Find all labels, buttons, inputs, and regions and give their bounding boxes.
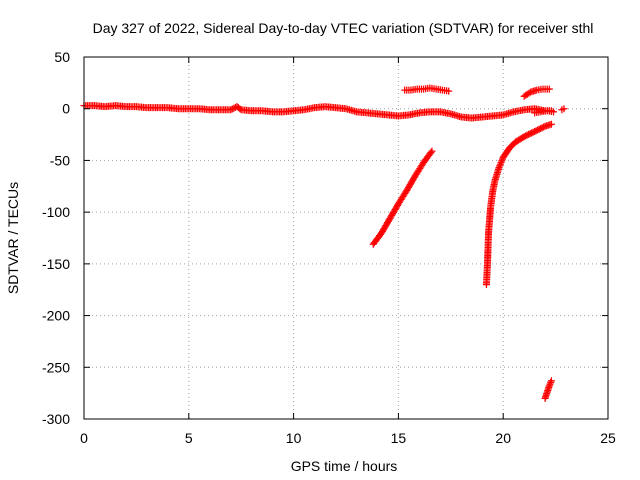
data-point bbox=[550, 108, 558, 116]
data-point bbox=[529, 128, 537, 136]
data-point bbox=[535, 125, 543, 133]
x-tick-label: 25 bbox=[600, 430, 616, 446]
data-point bbox=[534, 126, 542, 134]
series-4 bbox=[520, 85, 553, 100]
series-2 bbox=[369, 147, 436, 248]
data-point bbox=[227, 106, 235, 114]
data-point bbox=[547, 377, 555, 385]
y-tick-label: 0 bbox=[62, 101, 70, 117]
data-point bbox=[526, 130, 534, 138]
data-point bbox=[537, 125, 545, 133]
data-point bbox=[525, 130, 533, 138]
data-point bbox=[522, 132, 530, 140]
x-tick-label: 10 bbox=[286, 430, 302, 446]
x-axis-label: GPS time / hours bbox=[291, 458, 398, 474]
chart-title: Day 327 of 2022, Sidereal Day-to-day VTE… bbox=[93, 20, 594, 36]
data-point bbox=[427, 149, 435, 157]
plot-frame bbox=[83, 56, 609, 420]
y-tick-label: -250 bbox=[42, 359, 70, 375]
data-point bbox=[546, 380, 554, 388]
data-point bbox=[236, 105, 244, 113]
data-points bbox=[80, 84, 568, 402]
series-5 bbox=[531, 107, 558, 117]
data-point bbox=[538, 124, 546, 132]
data-point bbox=[532, 127, 540, 135]
data-point bbox=[228, 105, 236, 113]
series-7 bbox=[541, 377, 555, 402]
y-tick-label: 50 bbox=[54, 49, 70, 65]
data-point bbox=[525, 89, 533, 97]
axis-ticks: 0 5 10 15 20 25 -300 -250 -200 -150 -100 -50 0 50 bbox=[42, 49, 616, 446]
data-point bbox=[428, 147, 436, 155]
data-point bbox=[547, 120, 555, 128]
y-tick-label: -50 bbox=[50, 152, 70, 168]
data-point bbox=[445, 87, 453, 95]
y-tick-label: -100 bbox=[42, 204, 70, 220]
x-tick-label: 20 bbox=[495, 430, 511, 446]
data-point bbox=[560, 105, 568, 113]
series-1 bbox=[401, 84, 453, 95]
data-point bbox=[520, 133, 528, 141]
y-tick-label: -300 bbox=[42, 411, 70, 427]
data-point bbox=[531, 127, 539, 135]
series-3 bbox=[482, 120, 555, 289]
data-point bbox=[545, 85, 553, 93]
data-point bbox=[528, 129, 536, 137]
x-tick-label: 15 bbox=[391, 430, 407, 446]
series-6 bbox=[558, 105, 568, 114]
y-axis-label: SDTVAR / TECUs bbox=[5, 182, 21, 294]
x-tick-label: 5 bbox=[185, 430, 193, 446]
series-0 bbox=[80, 102, 555, 122]
y-tick-label: -200 bbox=[42, 308, 70, 324]
data-point bbox=[540, 123, 548, 131]
y-tick-label: -150 bbox=[42, 256, 70, 272]
data-point bbox=[523, 131, 531, 139]
x-tick-label: 0 bbox=[80, 430, 88, 446]
